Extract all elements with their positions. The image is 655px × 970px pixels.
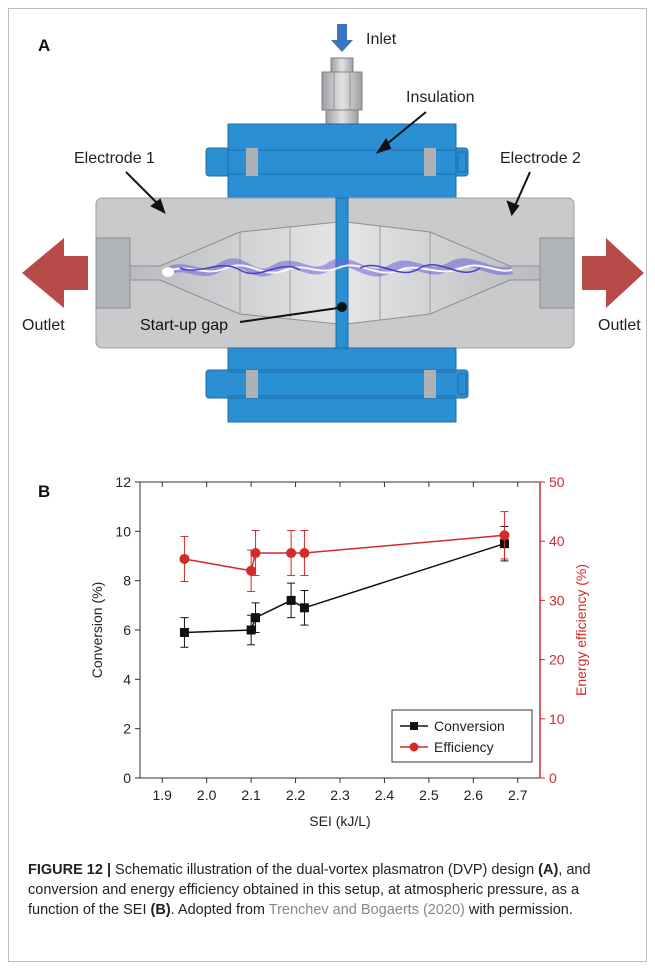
x-axis-label: SEI (kJ/L) bbox=[309, 813, 370, 829]
y-right-tick-label: 30 bbox=[549, 592, 565, 608]
inlet-fitting bbox=[321, 57, 363, 125]
insulation-label: Insulation bbox=[406, 89, 475, 106]
outlet-arrow-left bbox=[22, 238, 88, 308]
caption-ref-a: (A) bbox=[538, 862, 559, 878]
x-tick-label: 2.7 bbox=[508, 787, 528, 803]
conversion-point bbox=[286, 595, 296, 605]
y-right-tick-label: 20 bbox=[549, 652, 565, 668]
legend-marker bbox=[410, 722, 418, 730]
inlet-arrow bbox=[331, 24, 353, 52]
y-right-tick-label: 50 bbox=[549, 474, 565, 490]
y-left-tick-label: 12 bbox=[115, 474, 131, 490]
y-left-tick-label: 4 bbox=[123, 671, 131, 687]
y-right-tick-label: 0 bbox=[549, 770, 557, 786]
efficiency-point bbox=[250, 548, 261, 559]
legend-box bbox=[391, 709, 533, 763]
outlet-arrow-right bbox=[582, 238, 644, 308]
efficiency-point bbox=[499, 530, 510, 541]
conversion-point bbox=[246, 625, 256, 635]
legend-marker bbox=[409, 742, 419, 752]
caption-text-2: , and conversion and energy efficiency o… bbox=[28, 862, 591, 918]
panel-b-letter: B bbox=[38, 482, 51, 501]
insulation-leader bbox=[381, 111, 427, 149]
y-left-tick-label: 10 bbox=[115, 523, 131, 539]
x-tick-label: 2.2 bbox=[286, 787, 306, 803]
outlet-left-label: Outlet bbox=[22, 317, 65, 334]
y-left-tick-label: 6 bbox=[123, 622, 131, 638]
figure-caption: FIGURE 12 | Schematic illustration of th… bbox=[28, 860, 628, 920]
caption-citation-link[interactable]: Trenchev and Bogaerts (2020) bbox=[268, 902, 465, 918]
conversion-efficiency-chart: 1.9 2.0 2.1 2.2 2.3 2.4 2.5 2.6 2.7 0 2 4 6 8 10 12 0 10 2… bbox=[89, 474, 589, 829]
legend-label: Efficiency bbox=[434, 739, 494, 755]
plasmatron-schematic: Inlet Insulation Electrode 1 Electrode 2… bbox=[22, 24, 644, 423]
efficiency-point bbox=[299, 548, 310, 559]
y-left-tick-label: 2 bbox=[123, 721, 131, 737]
efficiency-point bbox=[179, 553, 190, 564]
conversion-point bbox=[251, 613, 261, 623]
legend-label: Conversion bbox=[434, 718, 505, 734]
y-left-tick-label: 0 bbox=[123, 770, 131, 786]
top-insulation-flange bbox=[205, 123, 469, 199]
caption-label: FIGURE 12 | bbox=[28, 862, 112, 878]
plasma-arc bbox=[162, 258, 513, 277]
x-tick-label: 1.9 bbox=[152, 787, 172, 803]
y-right-tick-label: 10 bbox=[549, 711, 565, 727]
x-tick-label: 2.1 bbox=[241, 787, 261, 803]
caption-ref-b: (B) bbox=[150, 902, 171, 918]
conversion-point bbox=[179, 627, 189, 637]
electrode1-leader bbox=[125, 171, 161, 207]
efficiency-point bbox=[286, 548, 297, 559]
panel-a-letter: A bbox=[38, 36, 51, 55]
outlet-right-label: Outlet bbox=[598, 317, 641, 334]
electrode2-leader bbox=[513, 171, 531, 209]
figure-frame bbox=[8, 8, 647, 962]
left-end-cap bbox=[95, 237, 131, 309]
efficiency-line bbox=[184, 534, 505, 572]
y-right-tick-label: 40 bbox=[549, 533, 565, 549]
x-tick-label: 2.6 bbox=[464, 787, 484, 803]
y-left-axis-label: Conversion (%) bbox=[89, 582, 105, 678]
electrode1-label: Electrode 1 bbox=[74, 150, 155, 167]
y-right-axis-label: Energy efficiency (%) bbox=[573, 564, 589, 696]
inlet-label: Inlet bbox=[366, 31, 397, 48]
bottom-insulation-flange bbox=[205, 347, 469, 423]
caption-text-1: Schematic illustration of the dual-vorte… bbox=[111, 862, 539, 878]
x-tick-label: 2.5 bbox=[419, 787, 439, 803]
startup-gap-leader bbox=[239, 307, 339, 323]
x-tick-label: 2.0 bbox=[197, 787, 217, 803]
caption-text-4: with permission. bbox=[464, 902, 573, 918]
efficiency-point bbox=[246, 565, 257, 576]
x-tick-label: 2.4 bbox=[375, 787, 395, 803]
conversion-point bbox=[299, 603, 309, 613]
right-end-cap bbox=[539, 237, 575, 309]
x-tick-label: 2.3 bbox=[330, 787, 350, 803]
y-left-tick-label: 8 bbox=[123, 573, 131, 589]
caption-text-3: . Adopted from bbox=[170, 902, 269, 918]
conversion-line bbox=[184, 542, 505, 634]
electrode2-label: Electrode 2 bbox=[500, 150, 581, 167]
startup-gap-label: Start-up gap bbox=[140, 317, 228, 334]
